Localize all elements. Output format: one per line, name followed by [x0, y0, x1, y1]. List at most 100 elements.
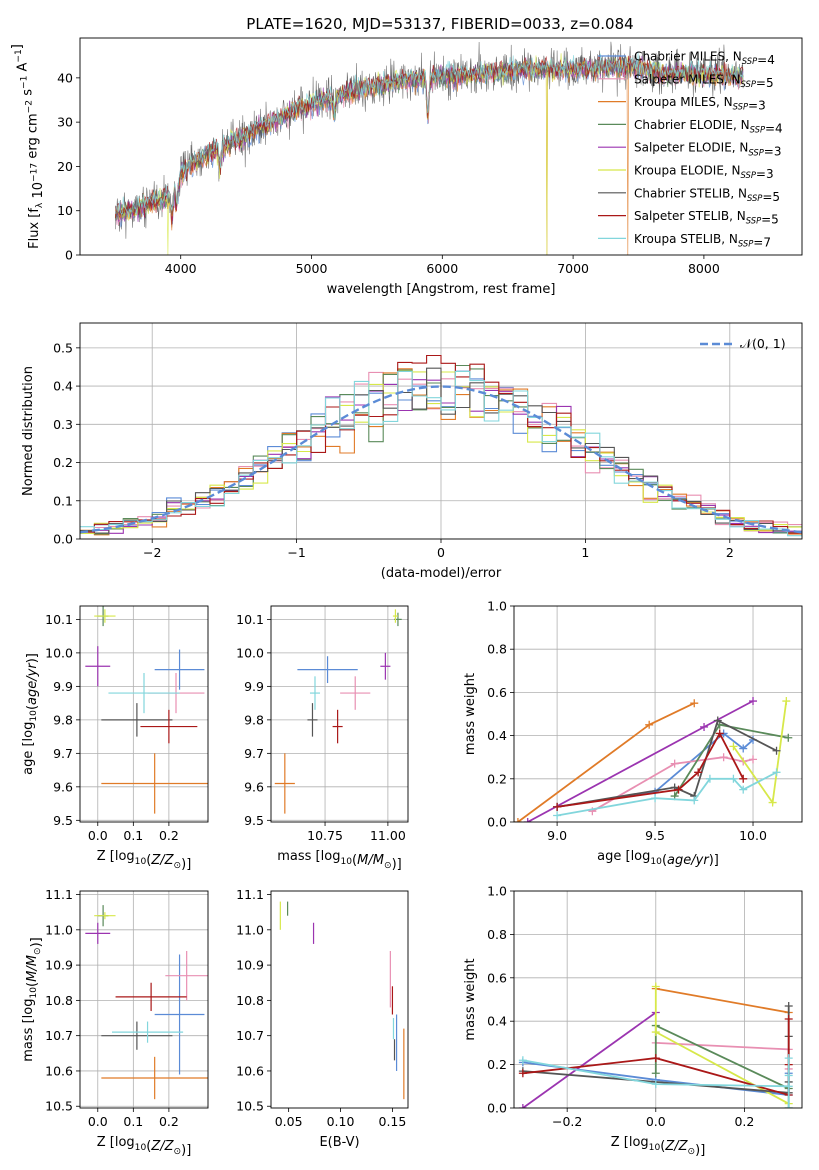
x-axis-label: age [log10(age/yr)]: [597, 849, 719, 868]
mass-weight-point-salpeter_elodie: [523, 818, 532, 822]
panel-age_vs_Z: 0.0 0.1 0.2 9.5 9.6 9.7 9.8 9.9 10.0 10.1 Z [log10…: [21, 605, 209, 872]
plot-area-mass_vs_Z: [80, 891, 208, 1108]
x-tick-label: −2: [143, 545, 161, 560]
axes-frame: [513, 890, 803, 1109]
y-tick-label: 10.0: [236, 645, 264, 660]
axes-frame: [270, 890, 409, 1109]
mass-weight-point-kroupa_miles: [645, 720, 654, 729]
y-tick-label: 9.7: [244, 746, 264, 761]
y-tick-label: 10.5: [45, 1099, 73, 1114]
axes-frame: [79, 890, 209, 1109]
mass-weight-point-kroupa_elodie: [782, 697, 791, 706]
axes-frame: [79, 322, 803, 540]
y-tick-label: 11.1: [236, 887, 264, 902]
x-tick-label: 2: [726, 545, 734, 560]
mass-weight-point-salpeter_stelib: [739, 774, 748, 783]
panel-spectrum: 4000 5000 6000 7000 8000 0 10 20 30 40 wavelength …: [10, 37, 803, 297]
panel-mass_vs_Z: 0.0 0.1 0.2 10.5 10.6 10.7 10.8 10.9 11.0 11.1 Z […: [21, 887, 209, 1158]
mass-weight-point-kroupa_miles: [514, 818, 522, 822]
mass-weight-point-salpeter_stelib: [674, 785, 683, 794]
mass-weight-point-kroupa_miles: [690, 699, 699, 708]
spectrum-model-line-kroupa_stelib: [114, 52, 744, 218]
y-tick-label: 0.2: [487, 1057, 507, 1072]
y-tick-label: 11.0: [236, 922, 264, 937]
y-tick-label: 9.8: [53, 712, 73, 727]
mass-weight-point-salpeter_miles: [670, 759, 679, 768]
legend-label-chabrier_elodie: Chabrier ELODIE, NSSP=4: [634, 118, 783, 136]
x-axis-label: Z [log10(Z/Z⊙)]: [97, 849, 192, 872]
x-tick-label: 6000: [426, 261, 458, 276]
y-tick-label: 11.1: [45, 887, 73, 902]
panel-massweight_vs_Z: −0.2 0.0 0.2 0.0 0.2 0.4 0.6 0.8 1.0 Z [log10(Z/Z…: [463, 884, 803, 1158]
mass-weight-point-salpeter_stelib: [715, 729, 724, 738]
y-tick-label: 10.5: [236, 1099, 264, 1114]
plot-area-age_vs_Z: [80, 606, 208, 822]
x-axis-label: E(B-V): [319, 1135, 359, 1150]
axes-frame: [513, 605, 803, 823]
x-tick-label: 9.0: [547, 828, 567, 843]
y-tick-label: 0.8: [487, 642, 507, 657]
y-tick-label: 10.9: [236, 958, 264, 973]
y-tick-label: 0: [65, 248, 73, 263]
y-tick-label: 0.0: [53, 532, 73, 547]
y-tick-label: 10.7: [236, 1028, 264, 1043]
y-tick-label: 1.0: [487, 599, 507, 614]
mass-weight-point-salpeter_stelib: [518, 1069, 527, 1078]
panel-mass_vs_ebv: 0.05 0.10 0.15 10.5 10.6 10.7 10.8 10.9 11.0 11.1…: [236, 887, 409, 1150]
mass-weight-point-salpeter_stelib: [694, 768, 703, 777]
y-tick-label: 10.6: [236, 1063, 264, 1078]
y-tick-label: 30: [57, 115, 73, 130]
mass-weight-point-kroupa_elodie: [651, 982, 660, 991]
mass-weight-point-kroupa_stelib: [784, 1071, 793, 1080]
y-tick-label: 0.2: [53, 455, 73, 470]
axes-frame: [79, 605, 209, 823]
hist-steps-kroupa_stelib: [80, 370, 802, 537]
y-tick-label: 9.5: [53, 813, 73, 828]
x-tick-label: 0.0: [88, 828, 108, 843]
x-tick-label: 0.2: [159, 828, 179, 843]
mass-weight-point-salpeter_miles: [749, 755, 758, 764]
y-tick-label: 11.0: [45, 922, 73, 937]
x-axis-label: mass [log10(M/M⊙)]: [277, 849, 401, 872]
x-tick-label: 1: [581, 545, 589, 560]
mass-weight-point-kroupa_stelib: [784, 1082, 793, 1091]
x-tick-label: 7000: [557, 261, 589, 276]
mass-weight-point-salpeter_elodie: [749, 697, 758, 706]
y-tick-label: 20: [57, 159, 73, 174]
mass-weight-point-chabrier_stelib: [784, 1002, 793, 1011]
y-tick-label: 9.6: [244, 779, 264, 794]
y-axis-label: mass [log10(M/M⊙)]: [21, 937, 44, 1061]
mass-weight-point-kroupa_stelib: [553, 811, 562, 820]
x-tick-label: 0: [437, 545, 445, 560]
y-tick-label: 10.9: [45, 958, 73, 973]
x-tick-label: 4000: [165, 261, 197, 276]
y-tick-label: 0.4: [487, 728, 507, 743]
x-axis-label: wavelength [Angstrom, rest frame]: [327, 282, 556, 297]
x-tick-label: 0.10: [327, 1114, 355, 1129]
legend-label-kroupa_miles: Kroupa MILES, NSSP=3: [634, 95, 766, 113]
y-tick-label: 9.7: [53, 746, 73, 761]
axes-frame: [270, 605, 409, 823]
mass-weight-point-kroupa_stelib: [772, 768, 781, 777]
y-tick-label: 9.6: [53, 779, 73, 794]
plot-area-massweight_vs_Z: [514, 891, 802, 1108]
y-tick-label: 9.8: [244, 712, 264, 727]
mass-weight-point-kroupa_stelib: [729, 774, 738, 783]
y-tick-label: 10.1: [236, 612, 264, 627]
x-tick-label: −1: [287, 545, 305, 560]
mass-weight-point-chabrier_elodie: [784, 733, 793, 742]
legend-label-salpeter_elodie: Salpeter ELODIE, NSSP=3: [634, 141, 782, 159]
x-tick-label: 0.0: [646, 1114, 666, 1129]
y-axis-label: Normed distribution: [21, 366, 36, 496]
mass-weight-point-kroupa_stelib: [690, 796, 699, 805]
axes-frame: [79, 37, 803, 256]
x-tick-label: 11.00: [370, 828, 406, 843]
mass-weight-point-salpeter_elodie: [700, 722, 709, 731]
plot-area-spectrum: [114, 41, 744, 255]
y-tick-label: 10.8: [45, 993, 73, 1008]
x-axis-label: Z [log10(Z/Z⊙)]: [97, 1135, 192, 1158]
x-tick-label: 0.2: [159, 1114, 179, 1129]
mass-weight-point-chabrier_stelib: [713, 716, 722, 725]
